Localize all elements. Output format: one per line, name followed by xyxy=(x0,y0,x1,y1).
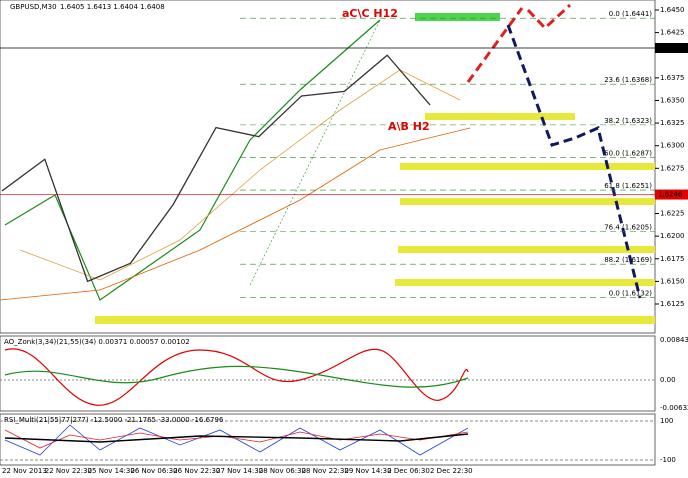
forecast-arrows xyxy=(466,3,642,299)
y-tick-label: 1.6125 xyxy=(660,300,685,308)
rsi-title: RSI_Multi(21|55|77|277) -12.5000 -21.176… xyxy=(4,416,224,424)
price-label: 1.6246 xyxy=(658,191,683,199)
projection xyxy=(249,19,381,286)
price-badge xyxy=(655,189,688,200)
x-tick-label: 26 Nov 06:30 xyxy=(130,467,177,475)
rsi-tick: -100 xyxy=(660,456,676,464)
ao-title: AO_Zonk(3,34)(21,55)(34) 0.00371 0.00057… xyxy=(4,338,190,346)
x-tick-label: 2 Dec 22:30 xyxy=(430,467,473,475)
y-tick-label: 1.6450 xyxy=(660,6,685,14)
moving-average xyxy=(0,127,471,301)
arrow xyxy=(506,24,642,299)
y-tick-label: 1.6325 xyxy=(660,119,685,127)
level-bar xyxy=(400,198,655,205)
arrow xyxy=(526,3,572,31)
price-label: 1.6408 xyxy=(658,44,683,52)
fib-label: 38.2 (1.6323) xyxy=(604,117,652,125)
price-line xyxy=(1,54,431,283)
y-tick-label: 1.6200 xyxy=(660,232,685,240)
fib-label: 0.0 (1.6441) xyxy=(609,10,653,18)
price-badge xyxy=(655,42,688,53)
level-bar xyxy=(395,279,655,286)
fib-label: 23.6 (1.6368) xyxy=(604,76,652,84)
ao-signal xyxy=(4,365,469,388)
y-tick-label: 1.6375 xyxy=(660,74,685,82)
level-bar xyxy=(398,246,655,253)
annotation: aC\C H12 xyxy=(342,7,398,20)
symbol: GBPUSD,M30 xyxy=(10,3,57,11)
y-tick-label: 1.6275 xyxy=(660,164,685,172)
fib-label: 0.0 (1.6132) xyxy=(609,290,653,298)
y-tick-label: 1.6225 xyxy=(660,210,685,218)
y-tick-label: 1.6150 xyxy=(660,277,685,285)
ao-tick: -0.00632 xyxy=(660,404,688,412)
x-tick-label: 22 Nov 2013 xyxy=(2,467,47,475)
rsi-line xyxy=(4,433,469,443)
x-tick-label: 25 Nov 14:30 xyxy=(88,467,135,475)
level-bar xyxy=(95,316,655,324)
ao-line xyxy=(4,348,469,406)
ao-tick: 0.00 xyxy=(660,376,676,384)
rsi-line xyxy=(4,424,469,456)
annotation: A\B H2 xyxy=(388,120,430,133)
level-bar xyxy=(415,13,500,21)
x-tick-label: 28 Nov 22:30 xyxy=(302,467,349,475)
fib-label: 50.0 (1.6287) xyxy=(604,149,652,157)
x-tick-label: 27 Nov 14:30 xyxy=(216,467,263,475)
y-tick-label: 1.6175 xyxy=(660,255,685,263)
ao-panel xyxy=(0,335,656,412)
rsi-tick: 100 xyxy=(660,417,673,425)
fib-label: 76.4 (1.6205) xyxy=(604,224,652,232)
level-bar xyxy=(400,163,655,170)
fib-label: 88.2 (1.6169) xyxy=(604,256,652,264)
x-tick-label: 28 Nov 06:30 xyxy=(259,467,306,475)
x-tick-label: 26 Nov 22:30 xyxy=(173,467,220,475)
y-tick-label: 1.6300 xyxy=(660,142,685,150)
x-tick-label: 22 Nov 22:30 xyxy=(45,467,92,475)
x-tick-label: 29 Nov 14:30 xyxy=(344,467,391,475)
x-tick-label: 2 Dec 06:30 xyxy=(387,467,430,475)
level-bar xyxy=(425,113,575,120)
quote: 1.6405 1.6413 1.6404 1.6408 xyxy=(60,3,165,11)
levels xyxy=(95,13,655,324)
trend-line xyxy=(4,19,381,301)
fib-label: 61.8 (1.6251) xyxy=(604,182,652,190)
ao-tick: 0.00843 xyxy=(660,336,688,344)
y-tick-label: 1.6350 xyxy=(660,96,685,104)
arrow xyxy=(466,7,524,83)
y-tick-label: 1.6425 xyxy=(660,29,685,37)
